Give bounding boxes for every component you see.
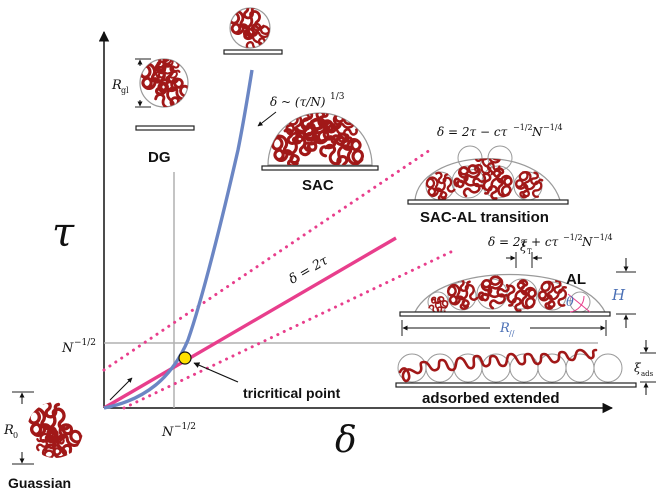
svg-text:−1/2: −1/2 xyxy=(74,338,96,348)
svg-text:ξ: ξ xyxy=(634,361,642,375)
lower-boundary-formula: δ = 2τ + cτ −1/2 N −1/4 xyxy=(488,233,613,249)
svg-text:δ = 2τ − cτ: δ = 2τ − cτ xyxy=(437,125,508,139)
al-illustration xyxy=(399,252,636,336)
svg-text:−1/2: −1/2 xyxy=(513,123,533,132)
y-tick-label: N −1/2 xyxy=(61,338,96,356)
scaling-formula: δ ~ (τ/N) 1/3 xyxy=(270,92,345,109)
svg-text:δ ~ (τ/N): δ ~ (τ/N) xyxy=(270,95,326,109)
dg-illustration xyxy=(135,58,195,131)
svg-text://: // xyxy=(509,329,515,338)
r-par-label: R // xyxy=(499,321,515,338)
tricritical-point xyxy=(178,351,192,365)
sac-al-label: SAC-AL transition xyxy=(420,209,549,226)
svg-text:R: R xyxy=(3,423,14,438)
xi-t-label: ξ T xyxy=(520,240,532,256)
svg-text:−1/4: −1/4 xyxy=(593,233,613,242)
upper-boundary-formula: δ = 2τ − cτ −1/2 N −1/4 xyxy=(437,123,563,139)
dg-label: DG xyxy=(148,149,171,166)
sac-al-illustration xyxy=(407,145,569,205)
svg-text:N: N xyxy=(581,235,593,249)
svg-text:0: 0 xyxy=(13,431,18,440)
svg-text:−1/4: −1/4 xyxy=(543,123,563,132)
blue-scaling-curve xyxy=(103,69,254,410)
sac-illustration xyxy=(261,112,379,171)
middle-boundary-line xyxy=(103,236,397,410)
svg-text:N: N xyxy=(161,425,174,440)
x-axis-label: δ xyxy=(335,420,357,461)
lower-boundary-line xyxy=(122,248,457,410)
svg-text:R: R xyxy=(111,78,122,93)
svg-text:R: R xyxy=(499,321,510,336)
upper-boundary-line xyxy=(102,148,432,372)
top-globule-illustration xyxy=(223,7,283,55)
svg-text:N: N xyxy=(531,125,543,139)
xi-ads-label: ξ ads xyxy=(634,361,654,378)
svg-text:ξ: ξ xyxy=(520,240,528,254)
sac-label: SAC xyxy=(302,177,334,194)
svg-text:δ = 2τ + cτ: δ = 2τ + cτ xyxy=(488,235,559,249)
origin-arrow xyxy=(109,377,133,401)
adsorbed-illustration xyxy=(395,340,656,395)
r0-label: R 0 xyxy=(3,423,18,440)
r-gl-label: R gl xyxy=(111,78,129,95)
gaussian-label: Guassian xyxy=(8,475,71,491)
svg-text:−1/2: −1/2 xyxy=(563,233,583,242)
x-tick-label: N −1/2 xyxy=(161,422,196,440)
h-label: H xyxy=(611,286,626,304)
svg-text:1/3: 1/3 xyxy=(330,92,345,102)
y-axis-label: τ xyxy=(52,210,75,256)
svg-text:N: N xyxy=(61,341,74,356)
svg-text:ads: ads xyxy=(641,370,654,378)
al-label: AL xyxy=(566,271,586,288)
svg-text:T: T xyxy=(527,248,532,256)
tricritical-label: tricritical point xyxy=(243,385,341,401)
svg-text:gl: gl xyxy=(121,86,129,95)
tricritical-arrow xyxy=(193,362,239,383)
svg-text:−1/2: −1/2 xyxy=(174,422,196,432)
middle-line-formula: δ = 2τ xyxy=(287,253,332,288)
theta-label: θ xyxy=(566,295,574,310)
scaling-formula-arrow xyxy=(257,111,277,127)
adsorbed-label: adsorbed extended xyxy=(422,390,560,407)
gaussian-illustration xyxy=(12,391,83,465)
